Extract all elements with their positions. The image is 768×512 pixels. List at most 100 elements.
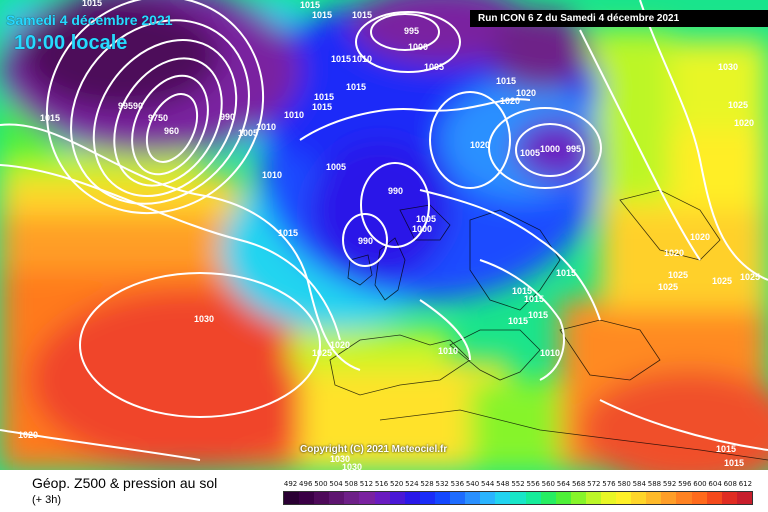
scale-label-596: 596	[678, 480, 692, 488]
isobar-label: 1015	[724, 458, 744, 468]
scale-swatch-612	[736, 492, 752, 504]
isobar-label: 990	[388, 186, 403, 196]
scale-label-604: 604	[708, 480, 722, 488]
isobar-label: 1020	[690, 232, 710, 242]
isobar-label: 1020	[470, 140, 490, 150]
isobar-label: 1030	[718, 62, 738, 72]
scale-swatch-552	[510, 492, 526, 504]
isobar-label: 1005	[424, 62, 444, 72]
isobar-label: 1005	[238, 128, 258, 138]
scale-label-532: 532	[435, 480, 449, 488]
isobar-label: 1000	[408, 42, 428, 52]
scale-label-548: 548	[496, 480, 510, 488]
forecast-date: Samedi 4 décembre 2021	[6, 12, 173, 28]
scale-swatch-584	[631, 492, 647, 504]
scale-label-576: 576	[602, 480, 616, 488]
scale-swatch-604	[706, 492, 722, 504]
isobar-label: 1015	[40, 113, 60, 123]
scale-swatch-540	[465, 492, 481, 504]
scale-label-536: 536	[450, 480, 465, 488]
isobar-label: 1005	[520, 148, 540, 158]
isobar-label: 1010	[284, 110, 304, 120]
isobar-label: 1020	[664, 248, 684, 258]
isobar-label: 1030	[330, 454, 350, 464]
isobar-label: 1015	[716, 444, 736, 454]
scale-swatch-532	[434, 492, 451, 504]
isobar-label: 1020	[500, 96, 520, 106]
isobar-label: 1015	[312, 10, 332, 20]
scale-label-504: 504	[329, 480, 343, 488]
forecast-time: 10:00 locale	[14, 32, 128, 54]
scale-swatch-496	[299, 492, 315, 504]
isobar-label: 1015	[528, 310, 548, 320]
isobar-label: 9750	[148, 113, 168, 123]
scale-swatch-520	[389, 492, 405, 504]
isobar-label: 1015	[496, 76, 516, 86]
scale-swatch-576	[600, 492, 617, 504]
isobar-label: 1000	[412, 224, 432, 234]
scale-swatch-516	[374, 492, 390, 504]
scale-label-560: 560	[541, 480, 555, 488]
scale-label-544: 544	[480, 480, 495, 488]
isobar-label: 1020	[18, 430, 38, 440]
isobar-label: 1015	[512, 286, 532, 296]
isobar-label: 1025	[728, 100, 748, 110]
scale-label-612: 612	[738, 480, 753, 488]
scale-swatch-528	[419, 492, 435, 504]
isobar-label: 1010	[352, 54, 372, 64]
isobar-label: 1025	[712, 276, 732, 286]
scale-label-524: 524	[405, 480, 419, 488]
isobar-label: 1015	[300, 0, 320, 10]
scale-label-564: 564	[556, 480, 571, 488]
scale-swatch-504	[329, 492, 345, 504]
scale-label-588: 588	[647, 480, 662, 488]
scale-swatch-608	[721, 492, 737, 504]
isobar-label: 1005	[416, 214, 436, 224]
scale-swatch-560	[540, 492, 556, 504]
isobar-label: 1015	[278, 228, 298, 238]
isobar-label: 990	[220, 112, 235, 122]
isobar-label: 1015	[556, 268, 576, 278]
scale-label-584: 584	[632, 480, 646, 488]
color-scale-labels: 492 496 500 504 508 512 516 520 524 528 532 536 540 5…	[283, 480, 753, 492]
isobar-label: 1015	[352, 10, 372, 20]
isobar-label: 1030	[194, 314, 214, 324]
scale-label-552: 552	[511, 480, 525, 488]
isobar-label: 1015	[331, 54, 351, 64]
scale-label-608: 608	[723, 480, 737, 488]
isobar-label: 995	[566, 144, 581, 154]
scale-label-580: 580	[617, 480, 631, 488]
scale-label-556: 556	[526, 480, 540, 488]
scale-swatch-588	[646, 492, 662, 504]
scale-label-540: 540	[465, 480, 480, 488]
scale-label-508: 508	[344, 480, 358, 488]
isobar-label: 1015	[82, 0, 102, 8]
isobar-label: 960	[164, 126, 179, 136]
scale-label-528: 528	[420, 480, 434, 488]
scale-label-492: 492	[283, 480, 298, 488]
scale-swatch-544	[480, 492, 496, 504]
scale-label-520: 520	[390, 480, 404, 488]
isobar-label: 1025	[668, 270, 688, 280]
isobar-label: 1020	[330, 340, 350, 350]
scale-label-500: 500	[314, 480, 328, 488]
isobar-label: 1030	[342, 462, 362, 470]
isobar-label: 1015	[508, 316, 528, 326]
scale-swatch-564	[555, 492, 571, 504]
isobar-label: 1025	[740, 272, 760, 282]
isobar-label: 1015	[346, 82, 366, 92]
scale-swatch-536	[450, 492, 466, 504]
scale-swatch-512	[359, 492, 375, 504]
scale-swatch-592	[661, 492, 677, 504]
isobar-label: 1005	[326, 162, 346, 172]
scale-label-592: 592	[662, 480, 677, 488]
scale-swatch-568	[570, 492, 586, 504]
scale-swatch-492	[284, 492, 300, 504]
scale-swatch-508	[344, 492, 360, 504]
isobar-label: 1015	[314, 92, 334, 102]
isobar-label: 1010	[540, 348, 560, 358]
scale-swatch-500	[314, 492, 330, 504]
